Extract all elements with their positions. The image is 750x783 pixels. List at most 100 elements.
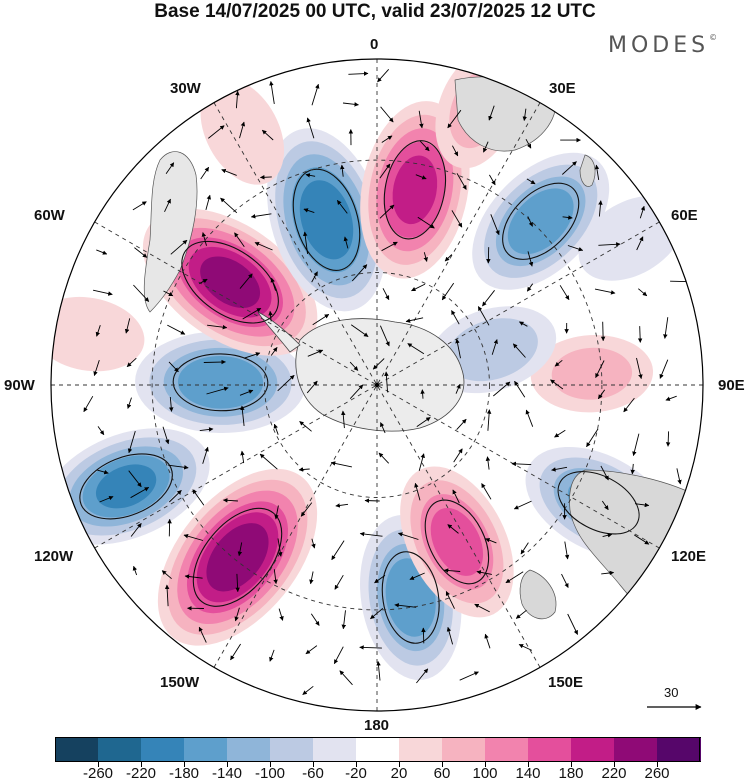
colorbar-tick	[184, 761, 185, 767]
wind-arrow	[601, 500, 609, 511]
wind-arrow	[598, 200, 603, 217]
wind-arrow	[168, 464, 189, 470]
wind-arrow	[600, 465, 609, 481]
wind-arrow	[261, 129, 274, 141]
wind-arrow	[447, 109, 462, 129]
colorbar-tick	[313, 761, 314, 767]
wind-arrow	[405, 317, 424, 323]
longitude-label-90e: 90E	[718, 377, 745, 394]
brand-name: MODES	[608, 33, 710, 58]
longitude-label-60w: 60W	[34, 207, 65, 224]
wind-arrow	[491, 339, 498, 355]
wind-arrow	[333, 646, 344, 665]
wind-arrow	[594, 288, 616, 295]
longitude-label-150w: 150W	[160, 674, 200, 691]
wind-arrow	[343, 236, 349, 249]
wind-arrow	[128, 470, 142, 488]
wind-arrow	[168, 396, 174, 412]
wind-arrow	[459, 671, 479, 681]
wind-arrow	[130, 487, 150, 499]
wind-arrow	[235, 90, 240, 109]
wind-arrow	[348, 71, 369, 76]
colorbar-tick-label: 60	[433, 765, 451, 782]
wind-arrow	[527, 216, 533, 227]
wind-arrow	[423, 252, 428, 262]
wind-arrow	[476, 570, 492, 575]
wind-arrow	[485, 456, 491, 470]
anomaly-band	[507, 188, 574, 255]
wind-arrow	[273, 423, 279, 435]
wind-arrow	[339, 670, 353, 686]
colorbar-tick-label: -100	[254, 765, 286, 782]
contour-line	[383, 140, 447, 240]
wind-arrow	[416, 668, 429, 684]
wind-arrow	[526, 178, 536, 185]
wind-arrow	[519, 321, 528, 327]
wind-arrow	[512, 343, 526, 358]
wind-arrow	[239, 121, 246, 139]
anomaly-contour	[172, 353, 269, 412]
wind-arrow	[183, 534, 204, 541]
colorbar-tick-label: -220	[125, 765, 157, 782]
wind-arrow	[199, 278, 208, 285]
wind-arrow	[130, 523, 142, 537]
south-america	[143, 151, 198, 313]
wind-arrow	[268, 310, 273, 322]
anomaly-contour	[381, 551, 440, 644]
longitude-label-150e: 150E	[548, 674, 584, 691]
colorbar-tick	[98, 761, 99, 767]
wind-arrow	[234, 607, 240, 622]
colorbar-tick	[657, 761, 658, 767]
longitude-label-120e: 120E	[671, 548, 707, 565]
wind-arrow	[377, 69, 390, 83]
wind-arrow	[505, 571, 524, 584]
wind-arrow	[485, 538, 497, 544]
copyright-mark: ©	[709, 33, 718, 42]
anomaly-shading	[51, 59, 684, 681]
wind-arrow	[270, 347, 278, 356]
wind-arrow	[192, 489, 205, 506]
colorbar-tick	[528, 761, 529, 767]
wind-arrow	[481, 483, 492, 500]
contour-line	[172, 353, 269, 412]
colorbar-tick-label: -60	[302, 765, 324, 782]
wind-arrow	[235, 573, 240, 593]
wind-arrow	[359, 531, 383, 537]
wind-arrow	[303, 208, 315, 214]
wind-arrow	[273, 569, 278, 585]
wind-arrow	[665, 431, 671, 447]
wind-arrow	[482, 290, 495, 307]
wind-arrow	[594, 164, 600, 180]
anomaly-band	[551, 347, 633, 400]
wind-arrow	[342, 102, 359, 107]
anomaly-band	[392, 155, 438, 225]
wind-arrow	[418, 453, 425, 472]
wind-arrow	[419, 140, 430, 152]
wind-arrow	[302, 685, 314, 695]
anomaly-contour	[557, 471, 640, 535]
colorbar-tick-label: 140	[515, 765, 541, 782]
wind-arrow	[446, 626, 454, 645]
wind-arrow	[259, 175, 272, 180]
wind-arrow	[132, 565, 138, 576]
wind-arrow	[168, 489, 182, 503]
colorbar	[55, 737, 701, 767]
anomaly-contour	[502, 182, 580, 260]
wind-arrow	[451, 310, 460, 325]
wind-vectors	[83, 69, 691, 695]
wind-arrow	[309, 571, 314, 585]
wind-arrow	[379, 204, 395, 219]
longitude-label-120w: 120W	[34, 548, 74, 565]
wind-arrow	[349, 384, 364, 400]
wind-arrow	[397, 532, 419, 540]
wind-arrow	[601, 570, 615, 576]
antarctica	[295, 318, 465, 432]
anomaly-cell	[267, 128, 386, 312]
wind-arrow	[170, 239, 188, 255]
wind-arrow	[184, 574, 203, 579]
wind-arrow	[414, 482, 421, 501]
wind-arrow	[451, 210, 463, 228]
wind-arrow	[379, 163, 391, 179]
wind-arrow	[486, 409, 492, 431]
wind-arrow	[527, 251, 534, 267]
